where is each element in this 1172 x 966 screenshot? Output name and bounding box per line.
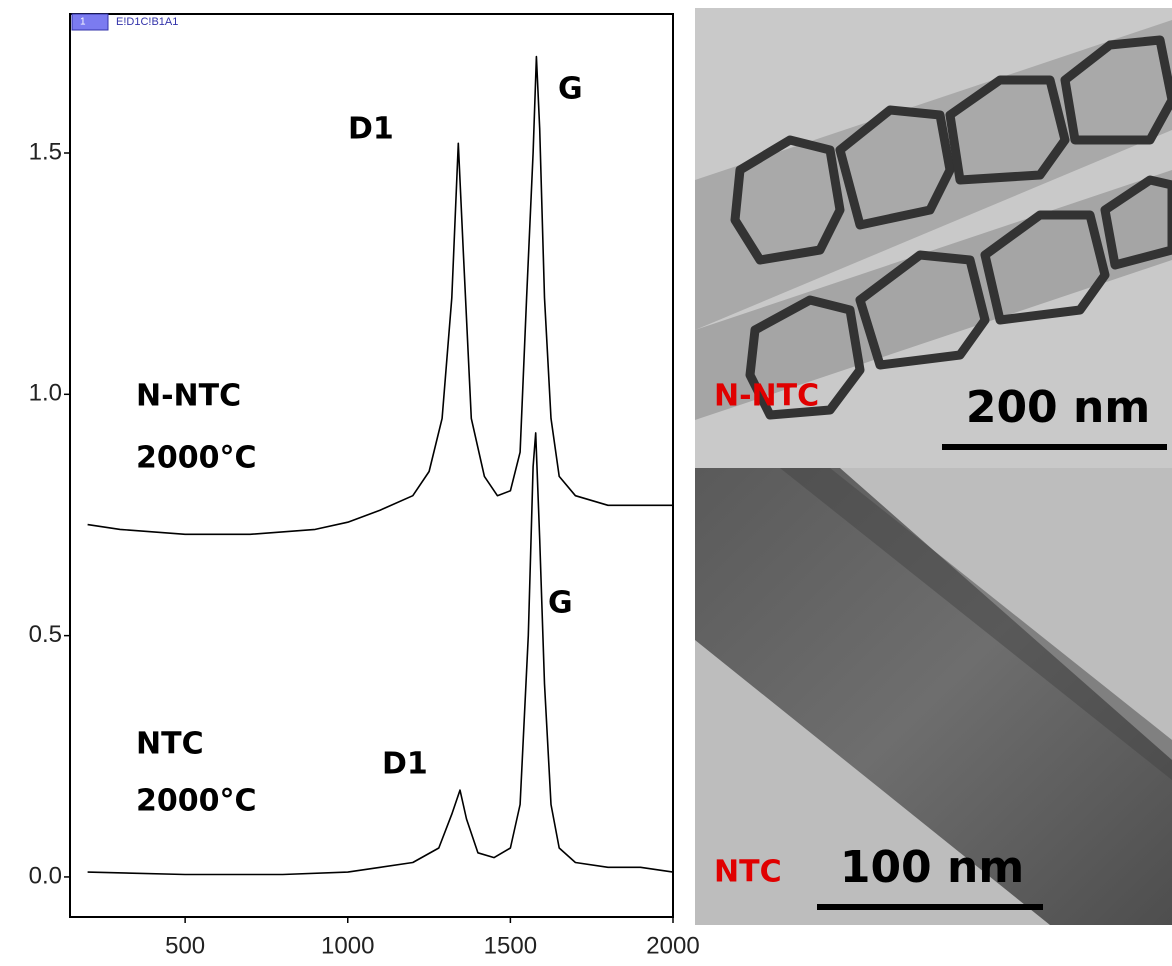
y-tick-label: 1.0 xyxy=(29,380,62,407)
y-tick-label: 0.0 xyxy=(29,862,62,889)
spectrum-line xyxy=(87,55,673,536)
peak-label: G xyxy=(558,72,583,107)
legend-box: 1 E!D1C!B1A1 xyxy=(71,13,178,31)
series-label: N-NTC xyxy=(136,379,241,414)
series-temperature: 2000°C xyxy=(136,441,257,476)
plot-frame xyxy=(69,13,674,918)
image-label: N-NTC xyxy=(714,379,819,414)
legend-label: E!D1C!B1A1 xyxy=(116,16,178,28)
series-temperature: 2000°C xyxy=(136,784,257,819)
tem-image-bottom xyxy=(695,468,1172,925)
x-tick-label: 2000 xyxy=(646,932,699,959)
legend-index: 1 xyxy=(80,17,86,28)
x-tick-label: 500 xyxy=(165,932,205,959)
x-tick-label: 1500 xyxy=(484,932,537,959)
peak-label: D1 xyxy=(382,747,428,782)
series-label: NTC xyxy=(136,727,204,762)
peak-label: G xyxy=(548,586,573,621)
y-tick-label: 1.5 xyxy=(29,138,62,165)
spectrum-line xyxy=(87,432,674,876)
scale-bar-label: 200 nm xyxy=(966,382,1150,433)
peak-label: D1 xyxy=(348,112,394,147)
tem-image-top xyxy=(695,8,1172,468)
scale-bar-label: 100 nm xyxy=(840,842,1024,893)
x-tick-label: 1000 xyxy=(321,932,374,959)
image-label: NTC xyxy=(714,855,782,890)
y-tick-label: 0.5 xyxy=(29,621,62,648)
